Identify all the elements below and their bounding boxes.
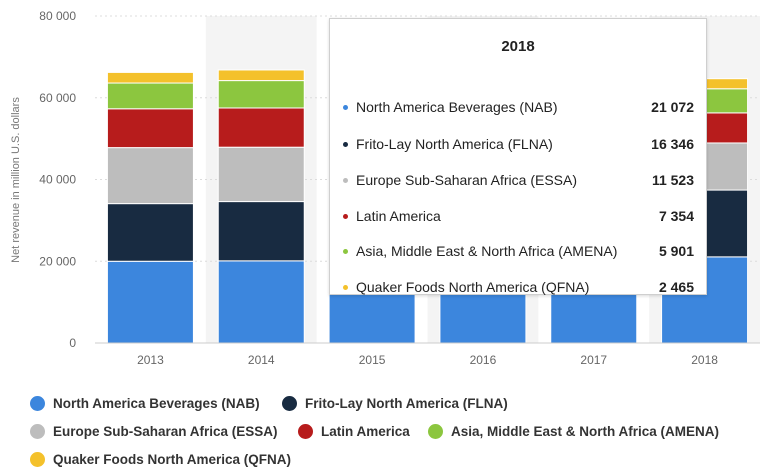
legend-label: Frito-Lay North America (FLNA) — [305, 396, 508, 411]
bar-segment[interactable] — [217, 260, 305, 344]
legend-item-flna[interactable]: Frito-Lay North America (FLNA) — [282, 396, 508, 411]
legend-item-qfna[interactable]: Quaker Foods North America (QFNA) — [30, 452, 291, 467]
x-tick-label: 2014 — [248, 353, 275, 367]
bar-segment[interactable] — [217, 107, 305, 148]
tooltip-row: North America Beverages (NAB) 21 072 — [330, 97, 706, 117]
y-tick-label: 80 000 — [39, 9, 76, 23]
y-axis-label: Net revenue in million U.S. dollars — [10, 97, 22, 263]
legend-item-nab[interactable]: North America Beverages (NAB) — [30, 396, 260, 411]
tooltip-row: Quaker Foods North America (QFNA) 2 465 — [330, 277, 706, 297]
tooltip-row-value: 2 465 — [658, 279, 694, 295]
legend-label: Asia, Middle East & North Africa (AMENA) — [451, 424, 720, 439]
tooltip-row-value: 7 354 — [658, 208, 694, 224]
legend-label: Europe Sub-Saharan Africa (ESSA) — [53, 424, 278, 439]
tooltip-row-value: 11 523 — [651, 172, 694, 188]
x-tick-label: 2015 — [359, 353, 386, 367]
legend-dot — [30, 396, 45, 411]
legend-label: North America Beverages (NAB) — [53, 396, 260, 411]
legend-label: Latin America — [321, 424, 410, 439]
tooltip-row-name: Quaker Foods North America (QFNA) — [356, 279, 590, 295]
tooltip-row-name: Asia, Middle East & North Africa (AMENA) — [356, 243, 618, 259]
legend-dot — [30, 424, 45, 439]
tooltip-dot — [343, 105, 348, 110]
bar-segment[interactable] — [106, 147, 194, 205]
x-tick-label: 2016 — [470, 353, 497, 367]
tooltip-dot — [343, 285, 348, 290]
tooltip-dot — [343, 249, 348, 254]
y-tick-label: 0 — [69, 336, 76, 350]
legend-dot — [428, 424, 443, 439]
bar-segment[interactable] — [106, 82, 194, 110]
x-tick-label: 2017 — [580, 353, 607, 367]
legend-item-latam[interactable]: Latin America — [298, 424, 410, 439]
tooltip-row-name: Europe Sub-Saharan Africa (ESSA) — [356, 172, 578, 188]
tooltip-row: Asia, Middle East & North Africa (AMENA)… — [330, 241, 706, 261]
tooltip-title: 2018 — [501, 38, 535, 55]
legend-dot — [298, 424, 313, 439]
tooltip: 2018 North America Beverages (NAB) 21 07… — [329, 18, 707, 295]
x-tick-label: 2013 — [137, 353, 164, 367]
bar-segment[interactable] — [106, 108, 194, 149]
bar-segment[interactable] — [217, 69, 305, 82]
tooltip-row-name: Frito-Lay North America (FLNA) — [356, 136, 553, 152]
x-tick-label: 2018 — [691, 353, 718, 367]
tooltip-dot — [343, 142, 348, 147]
y-tick-label: 20 000 — [39, 254, 76, 268]
legend-label: Quaker Foods North America (QFNA) — [53, 452, 292, 467]
tooltip-row-name: North America Beverages (NAB) — [356, 99, 558, 115]
tooltip-row-value: 16 346 — [651, 136, 694, 152]
legend-dot — [30, 452, 45, 467]
tooltip-dot — [343, 214, 348, 219]
bar-segment[interactable] — [106, 203, 194, 262]
bar-segment[interactable] — [217, 146, 305, 203]
legend-item-amena[interactable]: Asia, Middle East & North Africa (AMENA) — [428, 424, 719, 439]
tooltip-row-name: Latin America — [356, 208, 441, 224]
legend-item-essa[interactable]: Europe Sub-Saharan Africa (ESSA) — [30, 424, 278, 439]
tooltip-row: Latin America 7 354 — [330, 206, 706, 226]
legend-dot — [282, 396, 297, 411]
bar-segment[interactable] — [217, 80, 305, 109]
tooltip-row: Europe Sub-Saharan Africa (ESSA) 11 523 — [330, 170, 706, 190]
bar-segment[interactable] — [217, 201, 305, 262]
tooltip-row-value: 5 901 — [658, 243, 694, 259]
tooltip-row-value: 21 072 — [651, 99, 694, 115]
axis-layer: 0 20 000 40 000 60 000 80 000 2013 2014 2015 201… — [39, 9, 760, 367]
tooltip-dot — [343, 178, 348, 183]
bar-segment[interactable] — [106, 260, 194, 344]
bar-segment[interactable] — [106, 71, 194, 84]
tooltip-row: Frito-Lay North America (FLNA) 16 346 — [330, 134, 706, 154]
y-tick-label: 60 000 — [39, 91, 76, 105]
y-tick-label: 40 000 — [39, 173, 76, 187]
